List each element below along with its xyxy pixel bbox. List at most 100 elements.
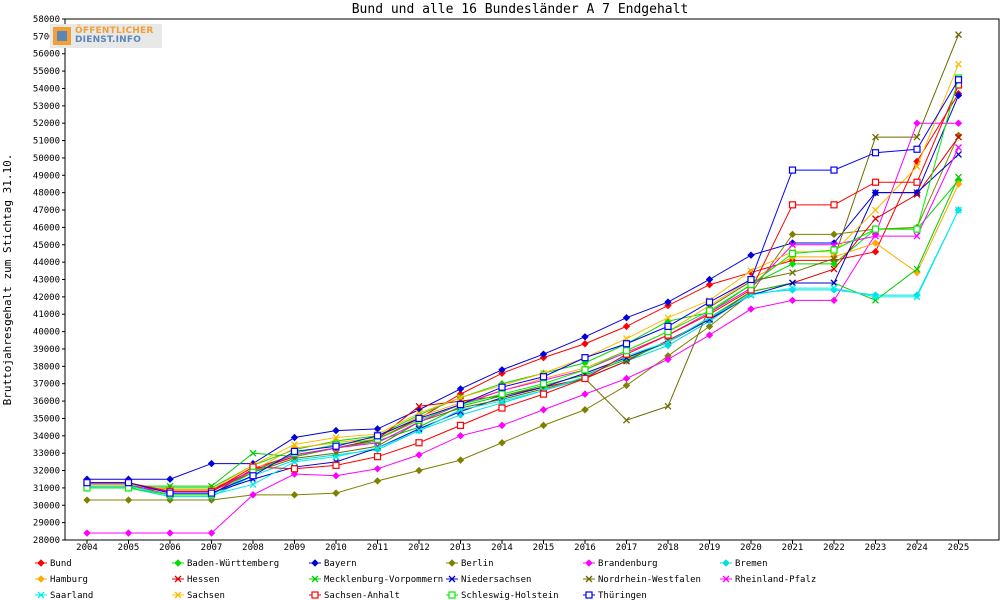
legend-label: Bayern xyxy=(324,559,357,569)
legend-label: Mecklenburg-Vorpommern xyxy=(324,575,443,585)
data-point xyxy=(664,355,672,364)
data-point xyxy=(705,281,714,289)
y-tick-label: 28000 xyxy=(33,536,60,546)
y-axis: 28000 29000 30000 31000 32000 33000 34000 35000… xyxy=(33,15,65,546)
legend-marker xyxy=(174,559,182,567)
data-point xyxy=(124,529,133,537)
data-point xyxy=(664,322,672,330)
data-point xyxy=(830,279,838,287)
data-point xyxy=(830,246,838,254)
x-tick-label: 2013 xyxy=(450,543,472,553)
x-tick-label: 2014 xyxy=(491,543,513,553)
data-point xyxy=(291,458,298,466)
legend-marker xyxy=(174,591,182,599)
data-point xyxy=(456,432,465,440)
data-point xyxy=(954,119,963,127)
data-point xyxy=(249,449,257,457)
legend-marker xyxy=(37,591,45,599)
data-point xyxy=(457,394,464,402)
x-tick-label: 2023 xyxy=(865,543,887,553)
data-point xyxy=(539,350,548,358)
data-point xyxy=(872,133,879,141)
data-point xyxy=(871,239,880,247)
legend-label: Bund xyxy=(50,559,72,569)
y-tick-label: 33000 xyxy=(33,449,60,459)
x-tick-label: 2017 xyxy=(616,543,638,553)
data-point xyxy=(913,225,921,233)
legend-item: Saarland xyxy=(35,591,93,600)
x-tick-label: 2005 xyxy=(118,543,140,553)
x-axis: 2004 2005 2006 2007 2008 2009 2010 2011 2012 2013… xyxy=(76,540,969,553)
data-point xyxy=(622,381,631,390)
data-point xyxy=(581,374,589,383)
data-point xyxy=(456,400,465,409)
data-point xyxy=(913,178,921,186)
data-point xyxy=(788,166,797,174)
data-point xyxy=(871,225,880,233)
series-layer xyxy=(83,31,963,537)
data-point xyxy=(415,425,423,433)
data-point xyxy=(955,206,962,214)
x-tick-label: 2018 xyxy=(657,543,679,553)
data-point xyxy=(166,529,174,537)
data-point xyxy=(913,119,921,127)
y-tick-label: 56000 xyxy=(33,50,60,60)
data-point xyxy=(830,166,838,174)
y-tick-label: 53000 xyxy=(33,102,60,112)
data-point xyxy=(830,255,838,263)
y-tick-label: 54000 xyxy=(33,84,60,94)
data-point xyxy=(498,439,506,447)
data-point xyxy=(581,354,589,362)
data-point xyxy=(830,296,838,305)
legend-marker xyxy=(311,575,319,583)
data-point xyxy=(332,472,340,480)
data-point xyxy=(373,477,382,485)
y-tick-label: 32000 xyxy=(33,467,60,477)
data-point xyxy=(830,260,838,268)
y-tick-label: 47000 xyxy=(33,206,60,216)
legend-label: Nordrhein-Westfalen xyxy=(598,575,701,585)
data-point xyxy=(581,340,589,348)
legend-marker xyxy=(448,559,456,567)
y-tick-label: 34000 xyxy=(33,432,60,442)
data-point xyxy=(207,459,216,468)
data-point xyxy=(872,232,879,240)
legend-item: Thüringen xyxy=(583,591,647,600)
data-point xyxy=(705,322,714,331)
data-point xyxy=(747,251,755,259)
data-point xyxy=(498,390,506,398)
x-tick-label: 2011 xyxy=(367,543,389,553)
x-tick-label: 2019 xyxy=(699,543,721,553)
data-point xyxy=(332,442,340,450)
data-point xyxy=(955,133,962,141)
data-point xyxy=(705,298,714,306)
data-point xyxy=(705,307,714,315)
data-point xyxy=(789,241,796,249)
data-point xyxy=(207,489,216,497)
legend-label: Bremen xyxy=(735,559,768,569)
legend-marker xyxy=(311,591,319,599)
data-point xyxy=(954,180,963,188)
data-point xyxy=(872,293,879,301)
data-point xyxy=(539,390,548,398)
data-point xyxy=(373,465,382,473)
x-tick-label: 2022 xyxy=(823,543,845,553)
data-point xyxy=(788,260,797,268)
data-point xyxy=(872,215,879,223)
y-tick-label: 39000 xyxy=(33,345,60,355)
data-point xyxy=(747,268,755,277)
legend-item: Bremen xyxy=(720,559,768,569)
data-point xyxy=(955,144,962,151)
data-point xyxy=(373,425,382,433)
data-point xyxy=(789,269,796,277)
data-point xyxy=(290,447,299,456)
data-point xyxy=(830,201,838,209)
data-point xyxy=(249,472,257,480)
legend-marker xyxy=(585,575,593,583)
legend-item: Bayern xyxy=(309,559,357,569)
data-point xyxy=(788,201,797,209)
data-point xyxy=(830,284,838,292)
data-point xyxy=(415,427,423,435)
data-point xyxy=(332,461,340,469)
legend-marker xyxy=(722,559,730,567)
